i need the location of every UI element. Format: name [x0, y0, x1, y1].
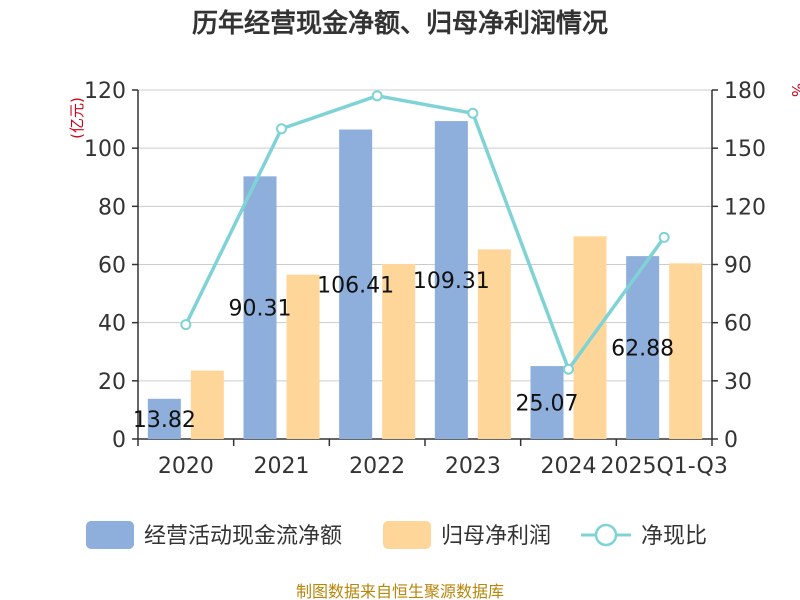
right-tick-label: 90: [724, 254, 752, 279]
bar-net-profit: [286, 274, 320, 439]
bar-cashflow: [626, 256, 660, 439]
grid: [138, 89, 712, 440]
left-axis-unit: (亿元): [68, 97, 86, 139]
right-axis-unit: %: [788, 83, 800, 97]
chart-title: 历年经营现金净额、归母净利润情况: [192, 8, 608, 39]
axes: (亿元) % 0 20 40 60 80 100 120 0 30 60 90 120 150 180 20…: [68, 79, 800, 479]
left-tick-label: 100: [84, 137, 126, 162]
source-note: 制图数据来自恒生聚源数据库: [296, 582, 504, 600]
data-label: 106.41: [317, 273, 394, 298]
left-tick-label: 0: [112, 428, 126, 453]
left-tick-label: 80: [98, 195, 126, 220]
bar-net-profit: [477, 249, 511, 439]
data-label: 109.31: [413, 269, 490, 294]
line-point: [563, 363, 574, 375]
line-ratio: [184, 94, 666, 373]
bar-net-profit: [382, 263, 416, 439]
x-tick-label: 2022: [349, 454, 405, 479]
line-point: [658, 231, 670, 243]
x-tick-label: 2020: [158, 454, 214, 479]
line-point: [467, 107, 479, 119]
left-tick-label: 40: [98, 312, 126, 337]
data-label: 13.82: [133, 408, 196, 433]
line-point: [371, 90, 383, 102]
x-tick-label: 2021: [254, 454, 310, 479]
x-tick-label: 2024: [541, 454, 597, 479]
bar-net-profit: [190, 370, 224, 439]
data-labels: 13.82 90.31 106.41 109.31 25.07 62.88: [133, 269, 674, 433]
bar-cashflow: [339, 129, 373, 440]
legend-label: 归母净利润: [441, 524, 551, 549]
line-series: [180, 90, 670, 375]
right-tick-label: 120: [724, 195, 766, 220]
bar-cashflow: [243, 176, 277, 439]
legend-swatch-cashflow: [86, 521, 134, 549]
right-tick-label: 30: [724, 370, 752, 395]
data-label: 62.88: [611, 337, 674, 362]
line-point: [180, 319, 192, 331]
legend: 经营活动现金流净额 归母净利润 净现比: [86, 521, 707, 549]
bar-cashflow: [147, 398, 181, 439]
line-point: [276, 123, 287, 135]
data-label: 90.31: [229, 297, 292, 322]
data-label: 25.07: [516, 392, 579, 417]
legend-label: 经营活动现金流净额: [144, 524, 342, 549]
x-tick-label: 2023: [445, 454, 501, 479]
bar-cashflow: [530, 366, 564, 439]
legend-marker: [594, 523, 618, 547]
right-tick-label: 0: [724, 428, 738, 453]
right-tick-label: 180: [724, 79, 766, 104]
left-tick-label: 120: [84, 79, 126, 104]
left-tick-label: 20: [98, 370, 126, 395]
right-tick-label: 60: [724, 312, 752, 337]
x-tick-label: 2025Q1-Q3: [600, 454, 727, 479]
bar-net-profit: [669, 263, 703, 439]
right-tick-label: 150: [724, 137, 766, 162]
left-tick-label: 60: [98, 254, 126, 279]
legend-label: 净现比: [641, 524, 707, 549]
legend-swatch-net-profit: [383, 521, 431, 549]
bar-cashflow: [434, 121, 468, 439]
